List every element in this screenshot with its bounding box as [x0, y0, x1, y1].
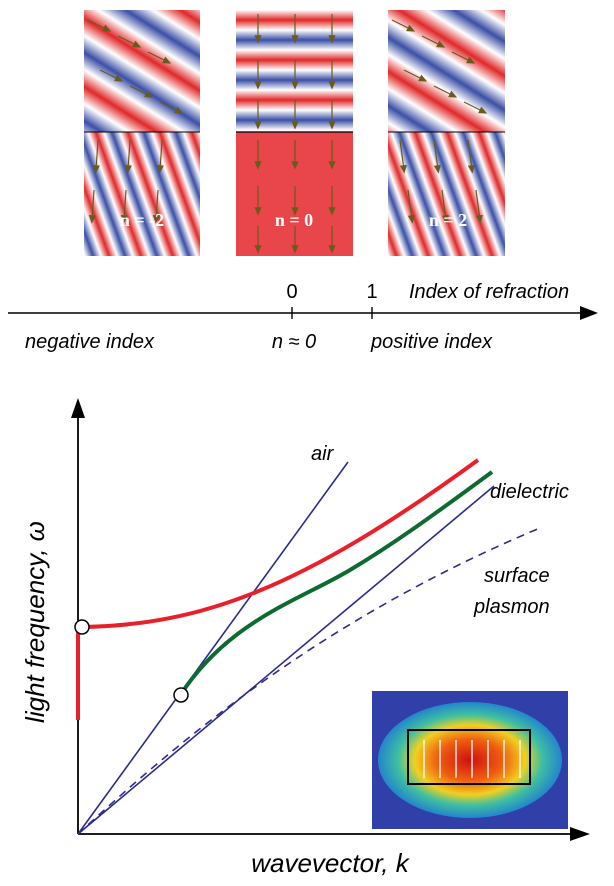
tick-label-zero: 0	[286, 281, 297, 303]
red-dispersion-curve	[81, 458, 480, 629]
panel-label-zero: n = 0	[275, 210, 313, 230]
plasmon-label: plasmon	[473, 596, 550, 618]
omega-axis-title: light frequency, ω	[20, 521, 50, 723]
k-axis-title: wavevector, k	[251, 848, 411, 878]
field-vector-arrows	[423, 740, 521, 778]
panel-positive-index: n = 2	[388, 10, 505, 256]
near-zero-index-label: n ≈ 0	[272, 331, 316, 353]
k-axis-arrowhead	[570, 827, 590, 841]
panel-label-positive: n = 2	[429, 210, 467, 230]
energy-flow-arrows	[254, 14, 336, 254]
green-dispersion-curve	[179, 470, 494, 696]
field-map-inset	[372, 691, 568, 829]
dielectric-label: dielectric	[490, 481, 569, 503]
surface-plasmon-curve	[77, 527, 541, 835]
tick-label-one: 1	[366, 281, 377, 303]
dielectric-light-line	[77, 485, 495, 835]
panel-label-negative: n = -2	[120, 210, 164, 230]
energy-flow-arrows	[391, 19, 488, 224]
red-curve-start-marker	[74, 619, 90, 635]
index-axis-arrowhead	[580, 306, 598, 320]
surface-label: surface	[484, 565, 550, 587]
dispersion-diagram: air dielectric surface plasmon wavevecto…	[20, 398, 590, 878]
positive-index-label: positive index	[370, 331, 493, 353]
panel-zero-index: n = 0	[236, 10, 353, 256]
negative-index-label: negative index	[25, 331, 155, 353]
air-label: air	[311, 443, 335, 465]
panel-negative-index: n = -2	[84, 10, 200, 256]
index-axis: 0 1 Index of refraction negative index n…	[8, 281, 598, 353]
green-curve-start-marker	[173, 687, 189, 703]
omega-axis-arrowhead	[71, 398, 85, 418]
air-light-line	[77, 461, 349, 835]
energy-flow-arrows	[87, 19, 184, 224]
index-axis-title: Index of refraction	[409, 281, 569, 303]
